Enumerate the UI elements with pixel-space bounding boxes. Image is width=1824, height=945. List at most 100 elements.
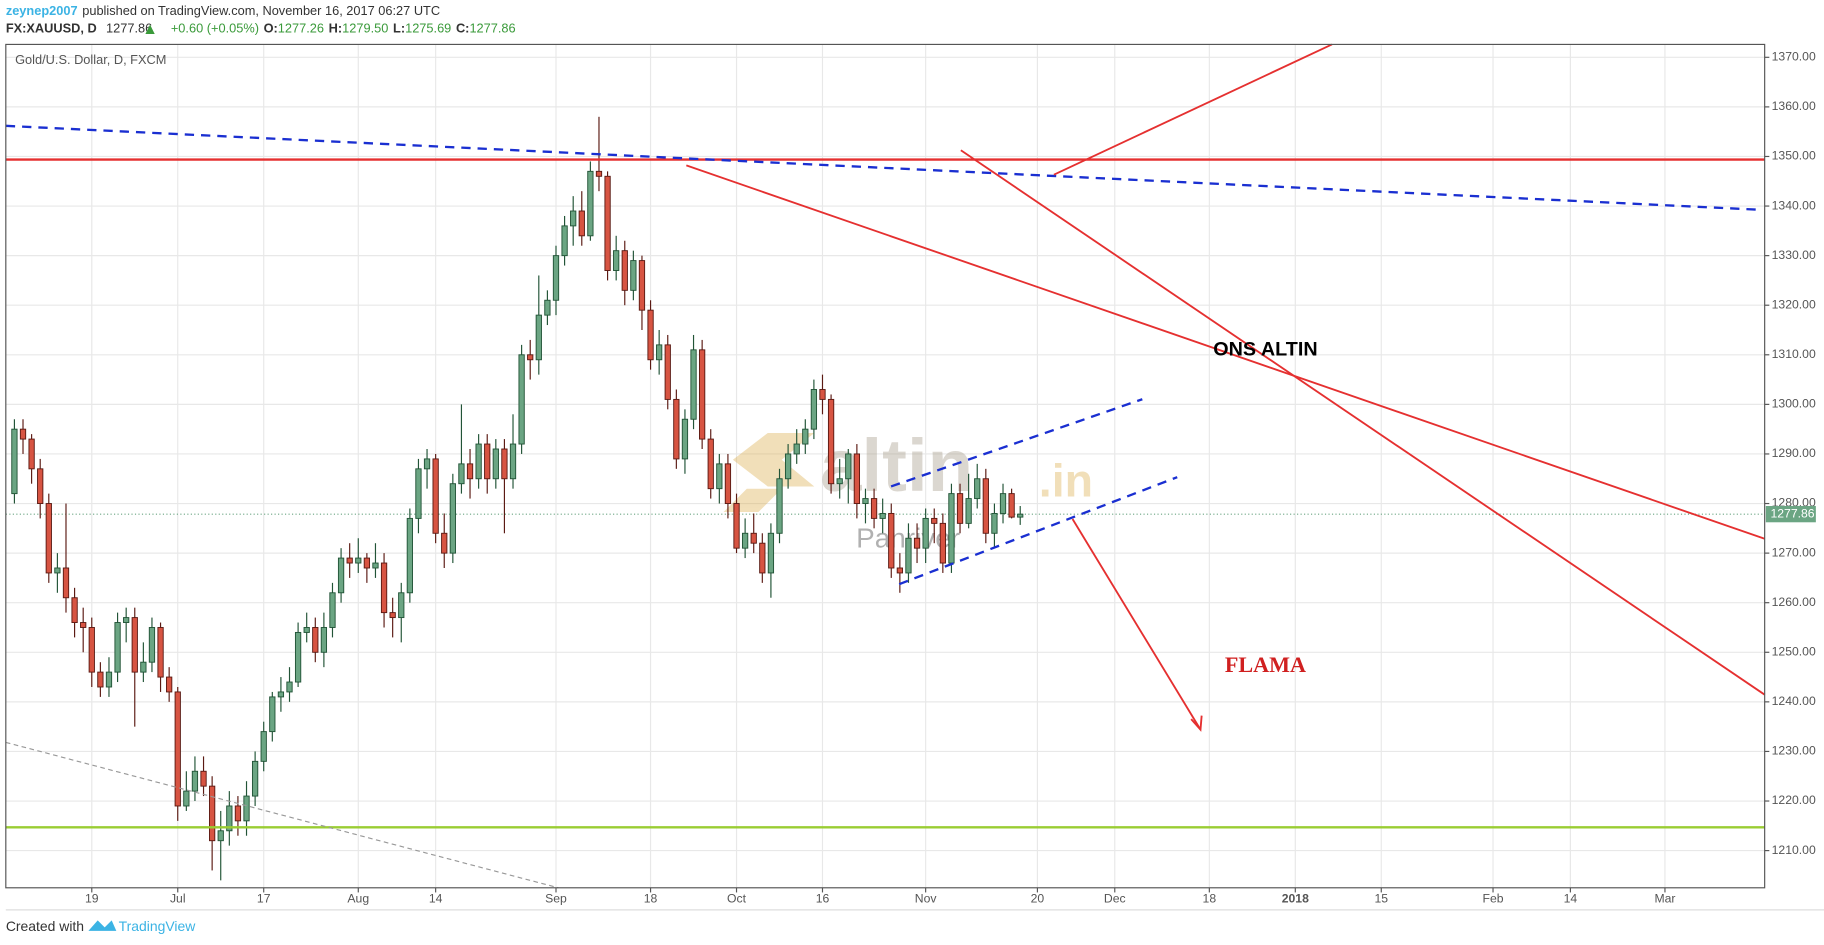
candle-body bbox=[363, 557, 371, 569]
candle-body bbox=[80, 622, 87, 628]
candle-body bbox=[939, 522, 946, 564]
candle-body bbox=[819, 389, 826, 400]
candle-body bbox=[870, 498, 878, 519]
candle-body bbox=[243, 795, 250, 822]
candle-body bbox=[733, 503, 740, 549]
candle-body bbox=[664, 344, 671, 400]
published: published on TradingView.com, November 1… bbox=[82, 3, 440, 18]
y-tick-label: 1350.00 bbox=[1772, 149, 1816, 163]
header-quote: FX:XAUUSD, D 1277.86 +0.60 (+0.05%) O:1277.… bbox=[6, 21, 516, 36]
candle-body bbox=[19, 428, 27, 440]
candle-body bbox=[389, 612, 396, 619]
x-tick-label: 17 bbox=[257, 892, 271, 906]
candle-body bbox=[415, 468, 422, 519]
candle-body bbox=[166, 676, 173, 693]
x-tick-label: Sep bbox=[545, 892, 567, 906]
candle-body bbox=[845, 453, 852, 480]
candle-body bbox=[183, 790, 190, 807]
candle-body bbox=[45, 503, 52, 574]
candle-body bbox=[784, 453, 792, 480]
candle-body bbox=[956, 493, 964, 524]
candle-body bbox=[28, 438, 35, 470]
arrow-head bbox=[1190, 715, 1203, 732]
candle-body bbox=[1008, 493, 1015, 518]
candle-body bbox=[423, 458, 431, 470]
candle-body bbox=[260, 731, 267, 762]
candle-body bbox=[320, 627, 328, 653]
candle-body bbox=[475, 443, 482, 480]
y-tick-label: 1230.00 bbox=[1772, 744, 1816, 758]
ohlc-value: 1277.86 bbox=[469, 21, 515, 36]
candle-body bbox=[372, 562, 379, 569]
channel-line bbox=[890, 398, 1143, 488]
x-tick-label: Aug bbox=[347, 892, 369, 906]
y-tick-label: 1320.00 bbox=[1772, 297, 1816, 311]
candle-body bbox=[681, 418, 689, 460]
candle-body bbox=[406, 517, 413, 594]
candle-body bbox=[329, 592, 336, 628]
x-tick-label: 18 bbox=[644, 892, 658, 906]
candle-body bbox=[561, 225, 568, 257]
candle-body bbox=[62, 567, 70, 599]
y-tick-label: 1270.00 bbox=[1772, 545, 1816, 559]
candle-body bbox=[922, 517, 929, 549]
y-tick-label: 1370.00 bbox=[1772, 50, 1816, 64]
candle-body bbox=[999, 493, 1007, 514]
candle-body bbox=[501, 448, 508, 480]
candle-body bbox=[217, 830, 224, 842]
candle-body bbox=[905, 537, 912, 574]
candle-body bbox=[88, 627, 95, 673]
x-tick-label: 20 bbox=[1031, 892, 1045, 906]
author[interactable]: zeynep2007 bbox=[6, 3, 78, 18]
candle-body bbox=[355, 557, 362, 564]
candle-body bbox=[853, 453, 861, 505]
channel-line bbox=[898, 476, 1178, 586]
last-price: 1277.86 bbox=[106, 21, 152, 36]
candle-body bbox=[269, 696, 276, 733]
x-tick-label: 18 bbox=[1203, 892, 1217, 906]
candle-body bbox=[879, 512, 886, 519]
x-tick-label: 14 bbox=[429, 892, 443, 906]
candle-body bbox=[346, 557, 353, 564]
candle-body bbox=[535, 314, 542, 361]
x-tick-label: Jul bbox=[170, 892, 186, 906]
y-tick-label: 1340.00 bbox=[1772, 198, 1816, 212]
brand[interactable]: TradingView bbox=[119, 918, 197, 934]
candle-body bbox=[948, 493, 955, 564]
candle-body bbox=[148, 627, 156, 663]
candle-body bbox=[690, 349, 697, 420]
x-tick-label: 2018 bbox=[1282, 892, 1309, 906]
candle-body bbox=[277, 691, 285, 698]
ohlc-label: H: bbox=[329, 21, 342, 36]
candle-body bbox=[458, 463, 465, 485]
candle-body bbox=[630, 260, 637, 291]
candle-body bbox=[527, 354, 534, 361]
candle-body bbox=[509, 443, 517, 480]
x-tick-label: 16 bbox=[816, 892, 830, 906]
candle-body bbox=[380, 562, 388, 614]
candle-body bbox=[759, 542, 766, 574]
candle-body bbox=[982, 478, 989, 534]
candle-body bbox=[862, 498, 869, 505]
candle-body bbox=[441, 532, 448, 554]
candle-body bbox=[337, 557, 345, 594]
candle-body bbox=[466, 463, 474, 480]
arrow bbox=[1071, 518, 1202, 731]
candle-body bbox=[209, 785, 216, 842]
candle-body bbox=[131, 617, 138, 673]
candle-body bbox=[11, 428, 18, 495]
axes: 1210.00 1220.00 1230.00 1240.00 1250.00 1260.… bbox=[85, 50, 1816, 906]
candle-body bbox=[724, 463, 732, 505]
candle-body bbox=[888, 512, 895, 569]
candle-body bbox=[741, 532, 749, 549]
candle-body bbox=[767, 532, 775, 574]
y-tick-label: 1220.00 bbox=[1772, 793, 1816, 807]
candle-body bbox=[931, 517, 938, 524]
candle-body bbox=[294, 631, 302, 683]
x-tick-label: Feb bbox=[1483, 892, 1504, 906]
trend-line bbox=[1053, 43, 1333, 176]
candle-body bbox=[303, 627, 310, 633]
